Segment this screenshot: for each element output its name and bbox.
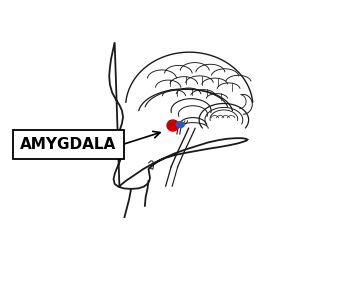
Circle shape <box>175 121 185 128</box>
Text: AMYGDALA: AMYGDALA <box>20 137 116 152</box>
FancyBboxPatch shape <box>13 130 124 159</box>
Polygon shape <box>109 42 248 189</box>
Ellipse shape <box>166 119 179 132</box>
